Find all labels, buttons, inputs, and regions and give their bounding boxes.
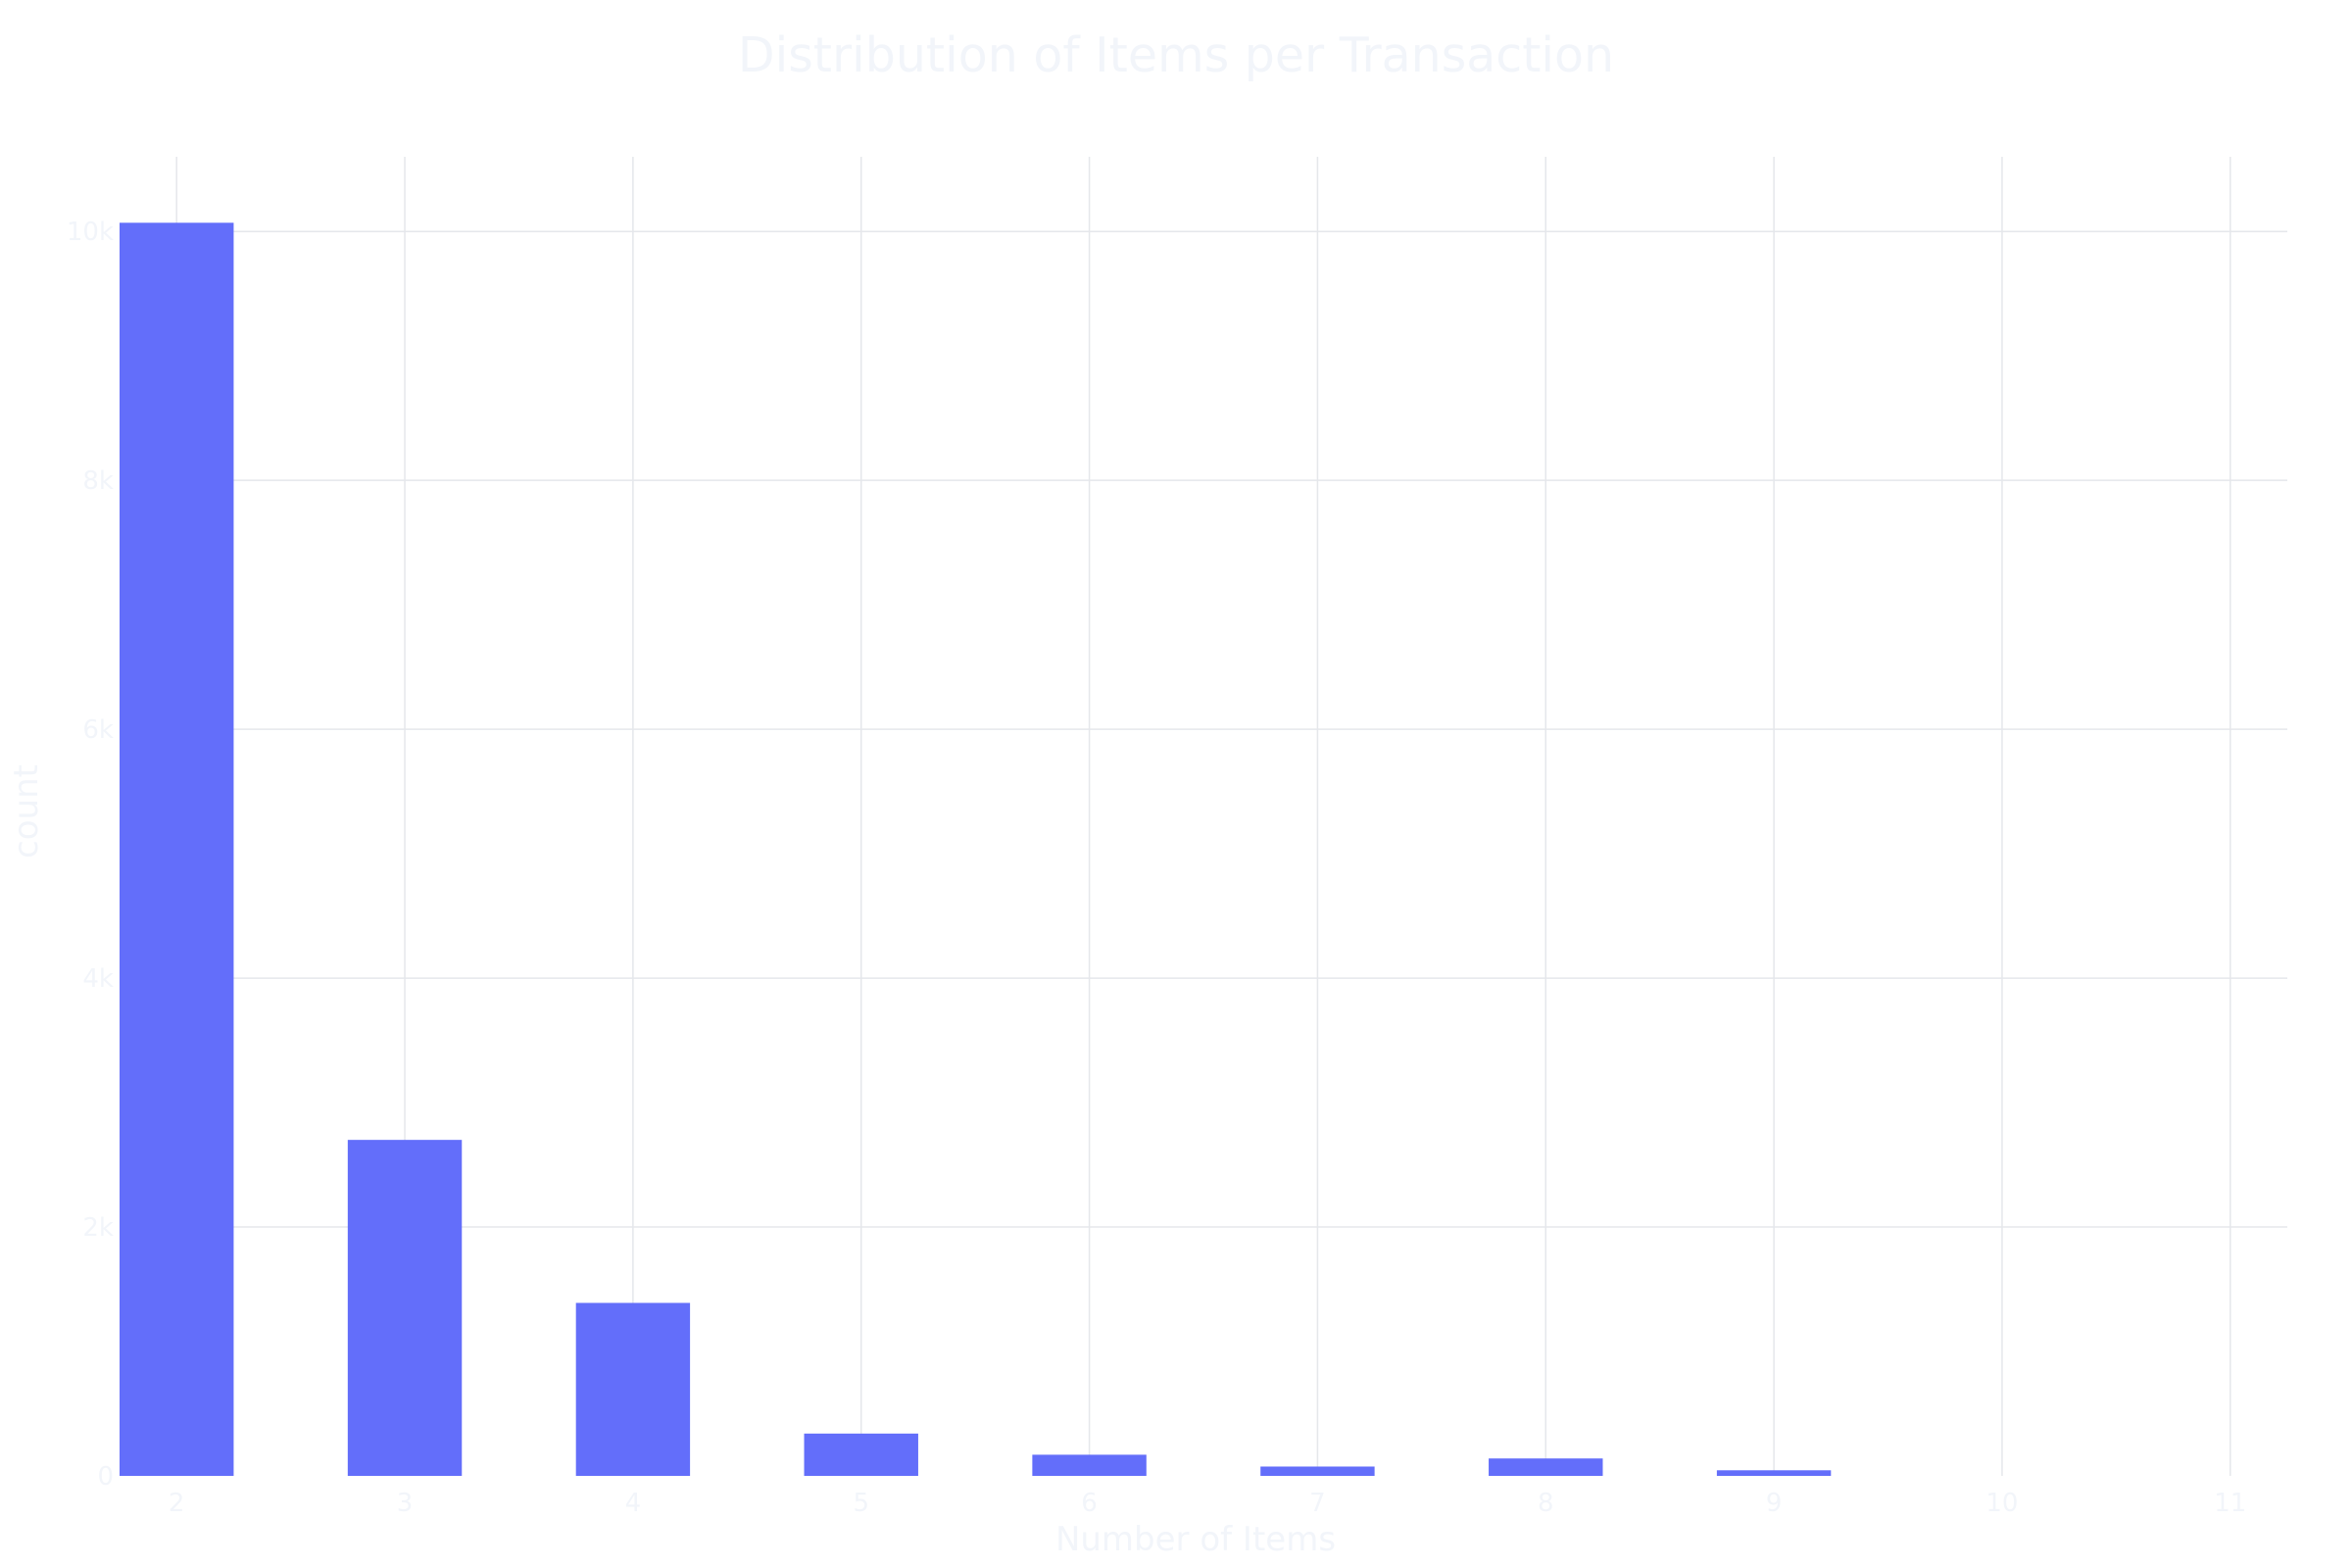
- y-tick-label: 8k: [82, 466, 114, 496]
- bar-2[interactable]: [120, 222, 234, 1476]
- x-tick-label: 10: [1985, 1489, 2018, 1518]
- y-tick-label: 0: [97, 1462, 114, 1492]
- x-tick-label: 3: [397, 1489, 414, 1518]
- x-tick-label: 8: [1538, 1489, 1554, 1518]
- bar-layer: [120, 222, 1832, 1476]
- bar-9[interactable]: [1716, 1470, 1832, 1476]
- y-tick-label: 2k: [82, 1213, 114, 1243]
- grid-layer: [120, 157, 2287, 1476]
- x-tick-label: 6: [1081, 1489, 1098, 1518]
- bar-8[interactable]: [1489, 1458, 1603, 1476]
- x-tick-label: 2: [169, 1489, 185, 1518]
- chart-title: Distribution of Items per Transaction: [737, 27, 1615, 83]
- bar-7[interactable]: [1260, 1466, 1375, 1476]
- x-tick-label: 11: [2214, 1489, 2246, 1518]
- x-tick-label: 4: [625, 1489, 642, 1518]
- y-tick-label: 4k: [82, 964, 114, 994]
- y-tick-label: 6k: [82, 715, 114, 745]
- bar-4[interactable]: [575, 1302, 691, 1476]
- bar-6[interactable]: [1032, 1454, 1147, 1476]
- bar-5[interactable]: [804, 1433, 918, 1476]
- y-tick-label: 10k: [67, 218, 114, 247]
- x-tick-label: 7: [1309, 1489, 1326, 1518]
- x-axis-title: Number of Items: [1055, 1520, 1336, 1559]
- y-axis-title: count: [7, 764, 46, 858]
- bar-3[interactable]: [347, 1140, 463, 1476]
- tick-layer: 2 3 4 5 6 7 8 9 10 11 0 2k 4k 6k 8k 10k: [67, 218, 2246, 1518]
- x-tick-label: 5: [853, 1489, 869, 1518]
- x-tick-label: 9: [1766, 1489, 1783, 1518]
